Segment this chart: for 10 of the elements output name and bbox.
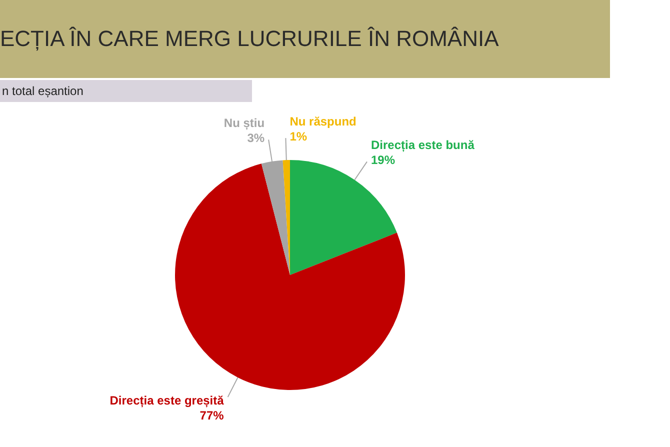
slice-label: Nu știu bbox=[224, 116, 265, 130]
chart-subtitle: n total eșantion bbox=[2, 84, 84, 98]
data-label: 3% bbox=[247, 131, 265, 145]
data-label: 1% bbox=[290, 129, 308, 144]
slice-label: Direcția este greșită bbox=[110, 393, 224, 408]
slice-label: Direcția este bună bbox=[371, 138, 475, 152]
chart-title: ECȚIA ÎN CARE MERG LUCRURILE ÎN ROMÂNIA bbox=[0, 26, 499, 52]
data-label: 19% bbox=[371, 153, 396, 167]
slice-label: Nu răspund bbox=[290, 114, 356, 128]
data-label: 77% bbox=[200, 408, 224, 422]
